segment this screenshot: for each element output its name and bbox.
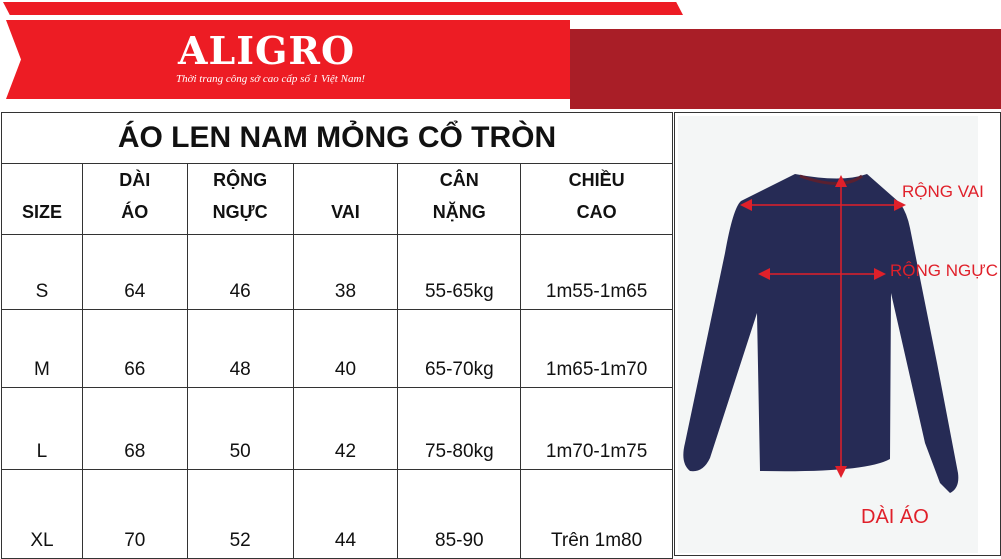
brand-tagline: Thời trang công sở cao cấp số 1 Việt Nam… [176, 73, 366, 85]
cell: 70 [81, 469, 188, 559]
cell: M [1, 309, 83, 388]
chest-label: RỘNG NGỰC [890, 261, 999, 280]
header-height: CHIỀU CAO [520, 163, 673, 235]
cell: L [1, 387, 83, 470]
sweater-diagram: RỘNG VAI RỘNG NGỰC DÀI ÁO [674, 112, 1001, 556]
size-table: ÁO LEN NAM MỎNG CỔ TRÒN SIZE DÀI ÁO RỘNG N… [1, 112, 673, 559]
cell: 1m70-1m75 [520, 387, 673, 470]
cell: 66 [81, 309, 188, 388]
cell: 52 [186, 469, 294, 559]
header-shoulder: VAI [292, 163, 399, 235]
cell: S [1, 234, 83, 310]
header-chest: RỘNG NGỰC [186, 163, 294, 235]
cell: 48 [186, 309, 294, 388]
cell: 85-90 [397, 469, 522, 559]
header-band-top [3, 2, 683, 15]
sweater-illustration [683, 174, 959, 493]
cell: 64 [81, 234, 188, 310]
brand-logo: ALIGRO [178, 28, 356, 73]
cell: XL [1, 469, 83, 559]
header-band-ext [500, 20, 570, 99]
cell: 1m65-1m70 [520, 309, 673, 388]
cell: 50 [186, 387, 294, 470]
cell: 46 [186, 234, 294, 310]
cell: 42 [292, 387, 399, 470]
table-title: ÁO LEN NAM MỎNG CỔ TRÒN [1, 112, 673, 164]
cell: 44 [292, 469, 399, 559]
table-row: M 66 48 40 65-70kg 1m65-1m70 [1, 309, 673, 388]
sweater-shape [683, 174, 959, 493]
cell: 65-70kg [397, 309, 522, 388]
header-band [6, 20, 506, 99]
cell: 75-80kg [397, 387, 522, 470]
header-dark-block [570, 29, 1001, 109]
header-length: DÀI ÁO [81, 163, 188, 235]
cell: 40 [292, 309, 399, 388]
table-row: S 64 46 38 55-65kg 1m55-1m65 [1, 234, 673, 310]
cell: 38 [292, 234, 399, 310]
table-row: XL 70 52 44 85-90 Trên 1m80 [1, 469, 673, 559]
header-size: SIZE [1, 163, 83, 235]
length-label: DÀI ÁO [861, 506, 929, 528]
cell: 55-65kg [397, 234, 522, 310]
shoulder-label: RỘNG VAI [902, 182, 984, 201]
table-row: L 68 50 42 75-80kg 1m70-1m75 [1, 387, 673, 470]
cell: 1m55-1m65 [520, 234, 673, 310]
cell: 68 [81, 387, 188, 470]
header-weight: CÂN NẶNG [397, 163, 522, 235]
cell: Trên 1m80 [520, 469, 673, 559]
